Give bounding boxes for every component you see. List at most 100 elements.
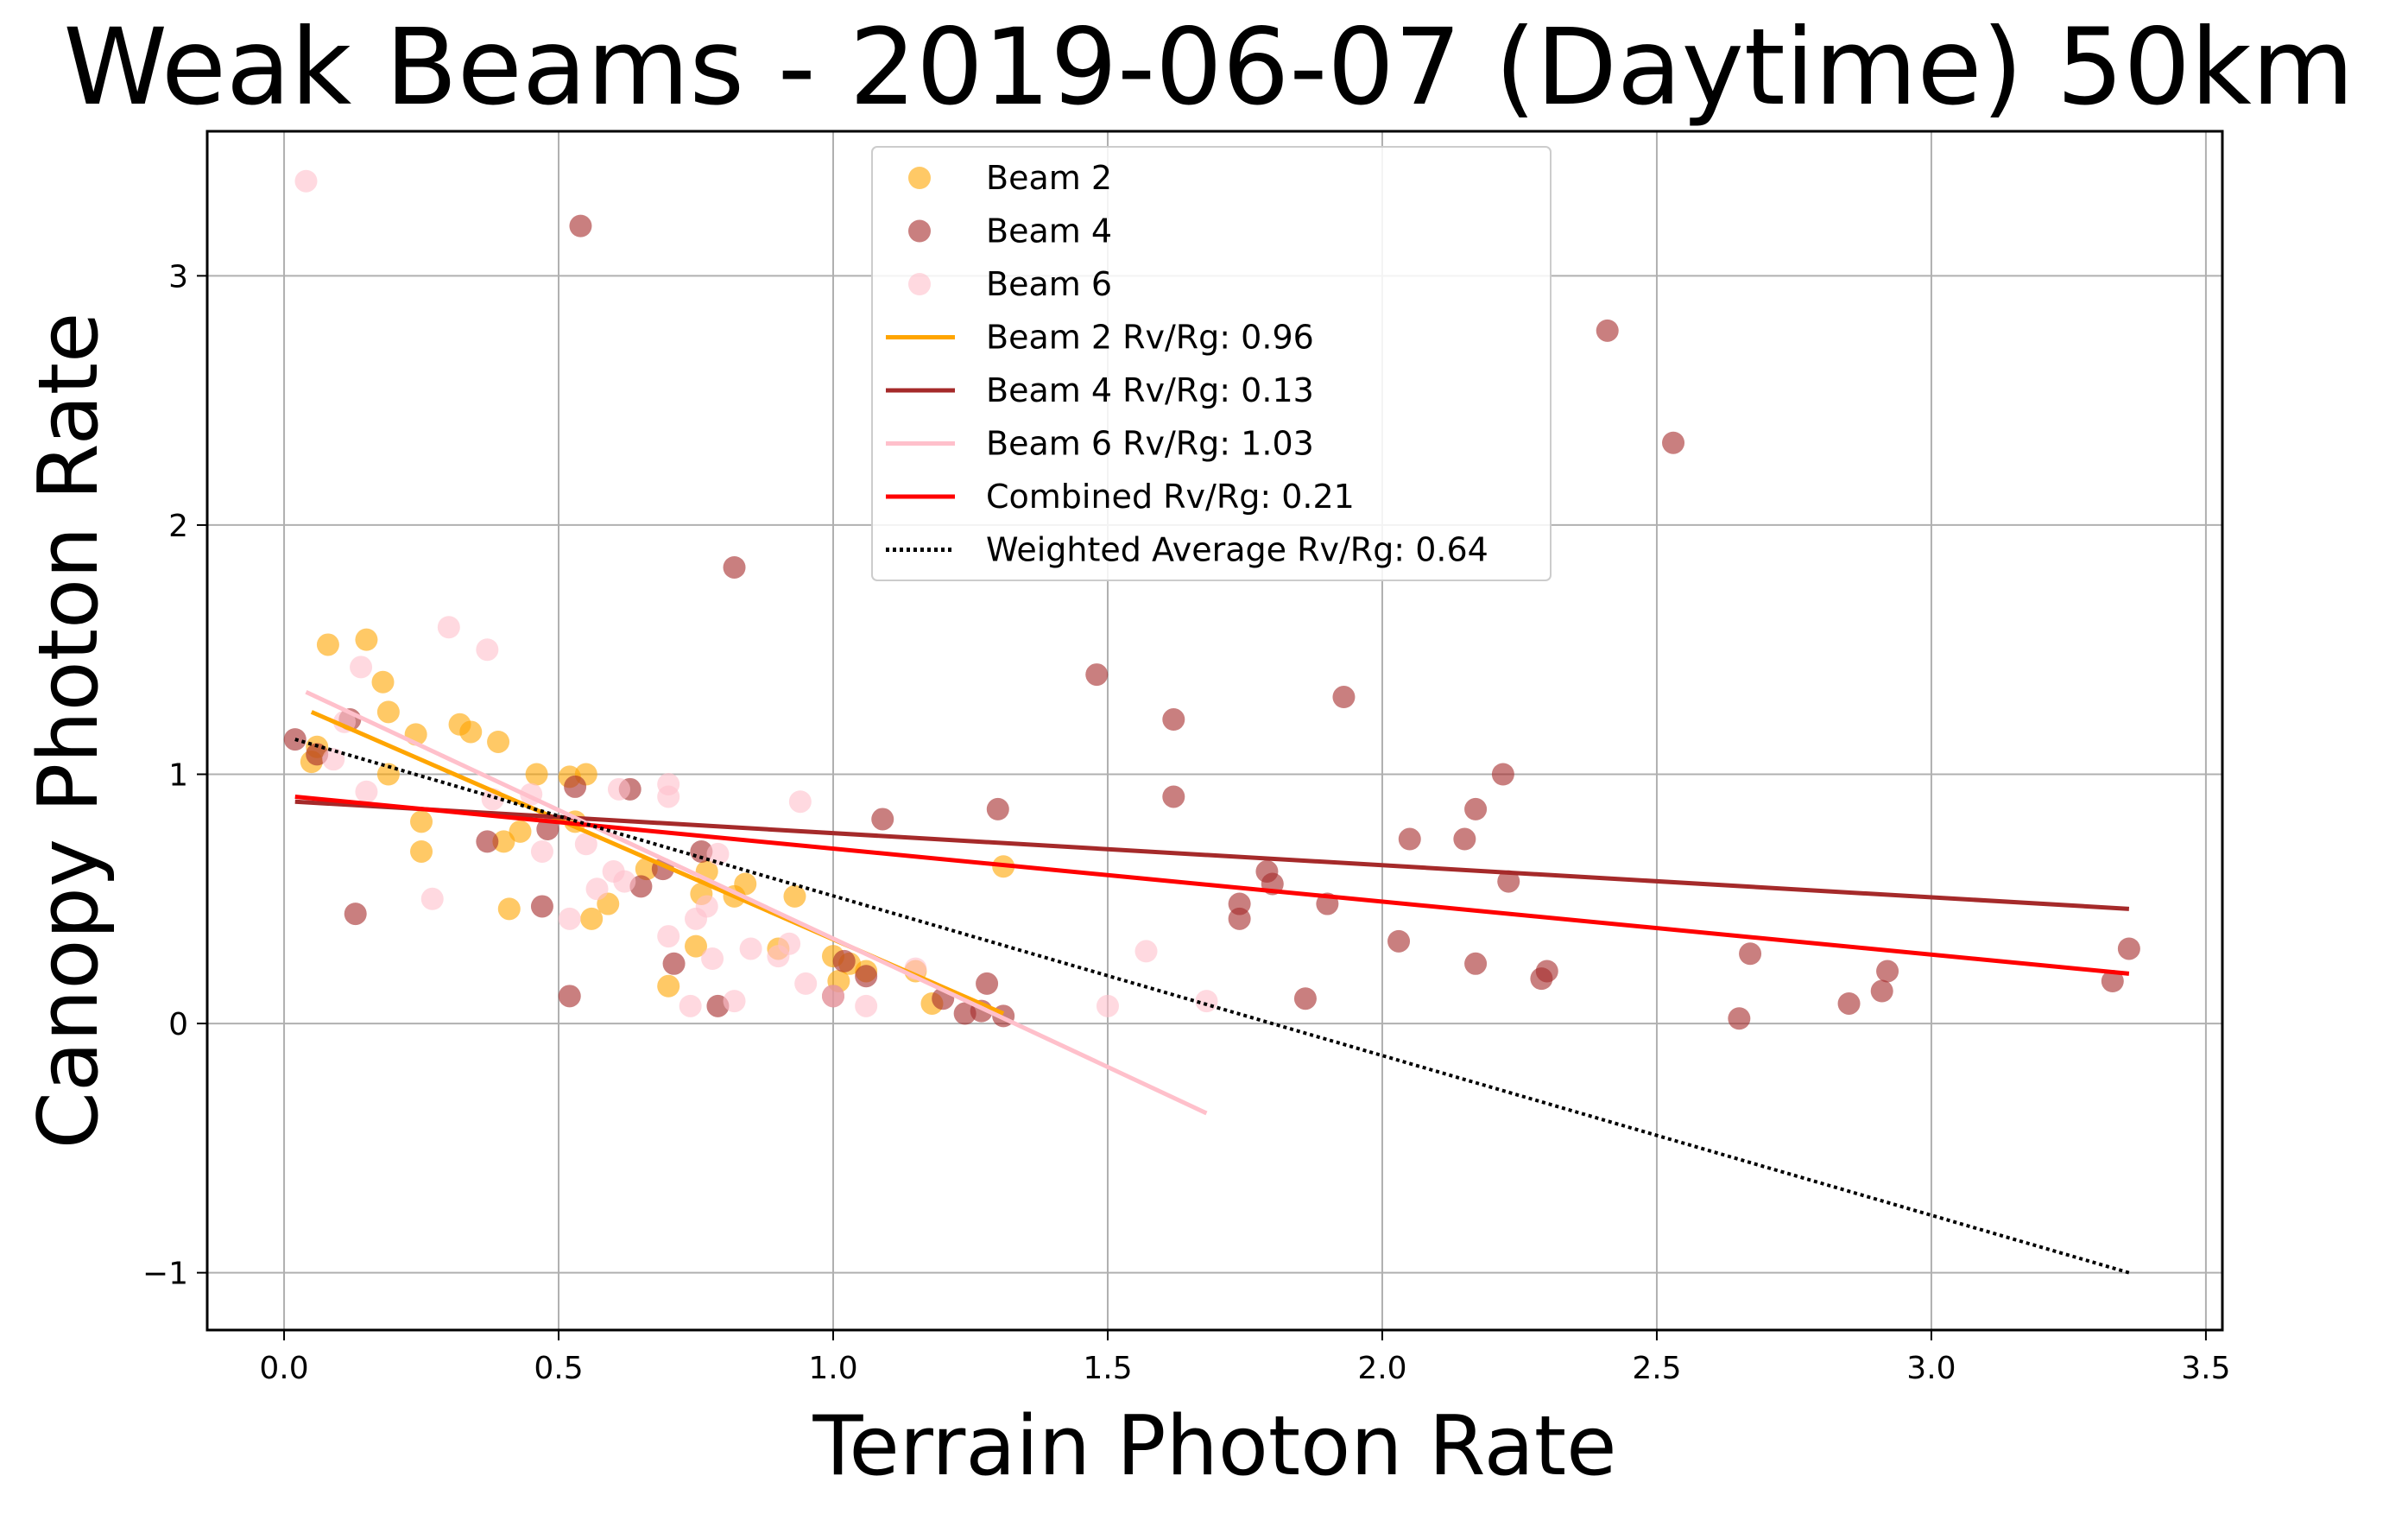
data-point bbox=[788, 790, 812, 814]
data-point bbox=[322, 748, 345, 771]
x-tick-label: 1.5 bbox=[1083, 1351, 1132, 1386]
legend-label: Beam 4 bbox=[986, 212, 1112, 250]
data-point bbox=[1837, 991, 1861, 1015]
data-point bbox=[1728, 1007, 1751, 1030]
data-point bbox=[976, 972, 999, 995]
x-axis-label: Terrain Photon Rate bbox=[812, 1399, 1616, 1494]
data-point bbox=[723, 990, 746, 1013]
data-point bbox=[410, 839, 433, 863]
legend: Beam 2 Beam 4 Beam 6 Beam 2 Rv/Rg: 0.96 Beam… bbox=[871, 146, 1552, 581]
data-point bbox=[1162, 708, 1185, 732]
data-point bbox=[739, 937, 762, 960]
data-point bbox=[657, 773, 680, 796]
data-point bbox=[294, 169, 318, 193]
x-tick-label: 1.0 bbox=[808, 1351, 857, 1386]
legend-label: Beam 6 bbox=[986, 265, 1112, 303]
data-point bbox=[635, 858, 658, 881]
data-point bbox=[701, 947, 724, 971]
legend-marker bbox=[908, 219, 931, 243]
chart-title: Weak Beams - 2019-06-07 (Daytime) 50km bbox=[63, 6, 2354, 129]
y-tick-label: 1 bbox=[168, 757, 188, 793]
y-tick-label: 0 bbox=[168, 1007, 188, 1042]
legend-marker bbox=[908, 273, 931, 295]
data-point bbox=[569, 214, 592, 238]
data-point bbox=[822, 985, 845, 1008]
data-point bbox=[657, 925, 680, 948]
x-tick-label: 2.5 bbox=[1632, 1351, 1681, 1386]
regression-line-2 bbox=[294, 799, 2130, 911]
data-point bbox=[1535, 960, 1558, 983]
data-point bbox=[1096, 994, 1119, 1017]
axis-ticks: 0.0 0.5 1.0 1.5 2.0 2.5 3.0 3.5 −1 0 1 2 3 bbox=[142, 259, 2231, 1386]
data-point bbox=[783, 884, 806, 908]
data-point bbox=[1662, 431, 1685, 454]
legend-label: Beam 2 bbox=[986, 159, 1112, 197]
data-point bbox=[316, 633, 339, 656]
data-point bbox=[613, 870, 636, 893]
data-point bbox=[492, 830, 515, 853]
data-point bbox=[487, 730, 510, 753]
y-tick-label: 3 bbox=[168, 259, 188, 295]
data-point bbox=[1387, 929, 1411, 953]
scatter-series-2 bbox=[283, 214, 2140, 1030]
data-point bbox=[1398, 827, 1421, 851]
data-point bbox=[558, 985, 581, 1008]
data-point bbox=[564, 775, 587, 798]
data-point bbox=[855, 994, 878, 1017]
x-tick-label: 0.5 bbox=[534, 1351, 583, 1386]
y-axis-label: Canopy Photon Rate bbox=[22, 313, 117, 1150]
data-point bbox=[1134, 940, 1158, 963]
data-point bbox=[794, 972, 818, 995]
legend-label: Beam 4 Rv/Rg: 0.13 bbox=[986, 371, 1314, 409]
regression-line-5 bbox=[294, 738, 2130, 1275]
x-tick-label: 3.0 bbox=[1906, 1351, 1956, 1386]
plot-frame bbox=[205, 130, 2224, 1332]
legend-label: Weighted Average Rv/Rg: 0.64 bbox=[986, 531, 1488, 569]
legend-marker bbox=[908, 167, 931, 189]
data-point bbox=[1332, 686, 1356, 709]
data-point bbox=[574, 833, 597, 856]
data-point bbox=[355, 780, 378, 803]
data-point bbox=[437, 616, 460, 639]
data-point bbox=[657, 974, 680, 998]
data-point bbox=[706, 842, 730, 865]
legend-label: Beam 2 Rv/Rg: 0.96 bbox=[986, 319, 1314, 357]
data-point bbox=[734, 872, 757, 896]
data-point bbox=[525, 763, 548, 786]
data-point bbox=[662, 952, 686, 975]
data-point bbox=[497, 897, 521, 921]
regression-line-3 bbox=[305, 690, 1208, 1116]
data-point bbox=[986, 797, 1009, 820]
regression-line-4 bbox=[294, 794, 2130, 976]
data-point bbox=[376, 700, 400, 724]
y-tick-label: 2 bbox=[168, 509, 188, 544]
data-point bbox=[679, 994, 702, 1017]
data-point bbox=[355, 628, 378, 651]
data-point bbox=[580, 907, 604, 930]
data-point bbox=[1162, 785, 1185, 808]
data-point bbox=[695, 895, 718, 918]
data-point bbox=[855, 965, 878, 988]
data-point bbox=[459, 720, 483, 744]
data-point bbox=[2117, 937, 2140, 960]
data-point bbox=[1739, 942, 1762, 966]
data-point bbox=[371, 670, 395, 694]
x-tick-label: 3.5 bbox=[2181, 1351, 2230, 1386]
data-point bbox=[410, 810, 433, 833]
data-point bbox=[871, 808, 894, 831]
data-point bbox=[509, 820, 532, 843]
data-point bbox=[420, 887, 444, 910]
data-point bbox=[778, 932, 801, 955]
data-point bbox=[1497, 870, 1520, 893]
data-point bbox=[685, 934, 708, 958]
data-point bbox=[953, 1002, 976, 1025]
x-tick-label: 0.0 bbox=[259, 1351, 308, 1386]
data-point bbox=[1464, 797, 1488, 820]
data-point bbox=[1596, 319, 1619, 342]
data-point bbox=[1876, 960, 1899, 983]
data-point bbox=[1464, 952, 1488, 975]
data-point bbox=[350, 656, 373, 679]
legend-box bbox=[871, 146, 1552, 581]
legend-label: Combined Rv/Rg: 0.21 bbox=[986, 478, 1355, 516]
